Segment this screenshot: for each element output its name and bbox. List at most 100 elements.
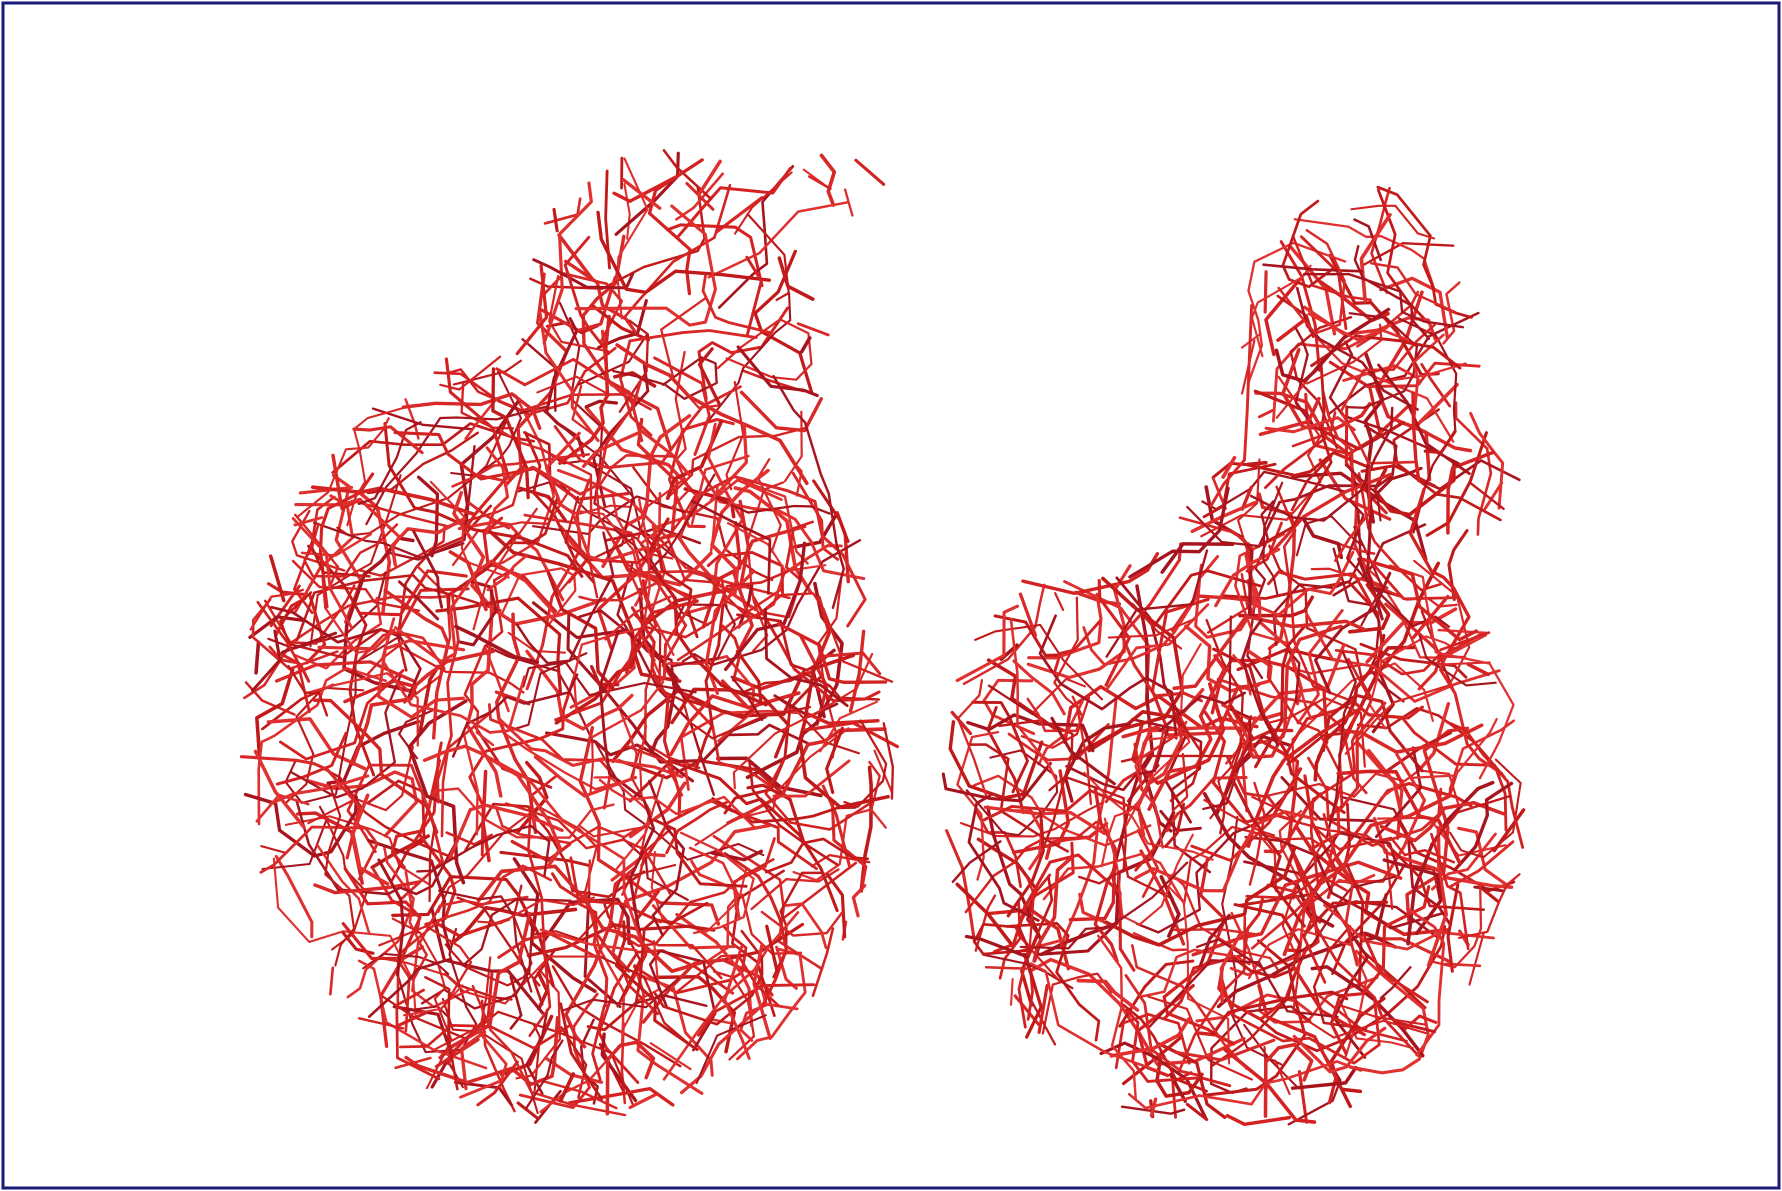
vessel-branch (697, 347, 722, 406)
vessel-branch (1009, 617, 1059, 784)
vessel-branch (1006, 810, 1045, 918)
vessel-branch (1125, 1008, 1232, 1088)
vessel-branch (1446, 883, 1460, 973)
vessel-branch (843, 719, 888, 808)
vessel-branch (1448, 719, 1516, 791)
vessel-branch (1408, 487, 1471, 664)
vessel-branch (1249, 406, 1394, 522)
vessel-branch (1367, 748, 1404, 820)
vessel-branch (653, 356, 711, 456)
vessel-branch (776, 622, 888, 685)
vessel-branch (648, 779, 686, 937)
vessel-branch (473, 724, 553, 789)
vessel-branch (440, 711, 492, 838)
vessel-branch (412, 530, 444, 609)
vessel-branch (595, 454, 677, 600)
vessel-branch (1318, 994, 1408, 1043)
vessel-branch (638, 725, 648, 802)
vessel-branch (648, 949, 717, 1052)
vessel-branch (358, 524, 446, 577)
vessel-branch (636, 994, 708, 1008)
vessel-branch (378, 925, 473, 1008)
vessel-branch (726, 727, 887, 825)
vessel-branch (390, 829, 424, 869)
vessel-branch (730, 675, 764, 722)
vessel-branch (552, 207, 559, 233)
vessel-branch (1295, 286, 1419, 411)
vessel-branch (395, 988, 441, 1081)
vessel-branch (1037, 983, 1049, 1034)
vessel-branch (1216, 931, 1398, 1009)
vessel-branch (1426, 826, 1448, 968)
vessel-branch (628, 759, 839, 913)
vessel-branch (665, 426, 809, 500)
vessel-branch (448, 550, 488, 612)
vessel-branch (526, 923, 716, 958)
vessel-branch (531, 601, 687, 701)
vessel-branch (1005, 922, 1101, 1042)
vessel-branch (307, 770, 419, 838)
vessel-branch (1276, 318, 1306, 342)
vessel-branch (1033, 677, 1087, 713)
vessel-branch (1370, 262, 1457, 314)
vessel-branch (1386, 843, 1486, 911)
vessel-branch (950, 710, 973, 736)
vessel-branch (586, 901, 709, 1032)
vessel-branch (1404, 1014, 1438, 1031)
vessel-branch (544, 431, 648, 564)
vessel-branch (726, 522, 827, 573)
vessel-branch (882, 722, 895, 800)
vessel-branch (481, 769, 491, 863)
vessel-branch (772, 374, 845, 610)
vessel-branch (1257, 408, 1274, 419)
vessel-branch (1332, 547, 1405, 703)
vessel-branch (1368, 635, 1459, 730)
vessel-branch (653, 929, 764, 1026)
vessel-branch (783, 902, 828, 950)
vessel-branch (1246, 460, 1268, 467)
vessel-branch (251, 629, 282, 693)
vessel-branch (976, 837, 1040, 1007)
vessel-branch (456, 580, 498, 647)
vessel-branch (591, 304, 651, 342)
vessel-branch (826, 873, 847, 939)
vessel-branch (748, 760, 839, 866)
vessel-branch (1190, 755, 1279, 862)
vessel-branch (1353, 244, 1431, 340)
vessel-branch (1439, 631, 1491, 652)
vessel-branch (1447, 529, 1469, 602)
vessel-branch (596, 210, 771, 295)
vessel-branch (799, 336, 812, 354)
vessel-branch (1131, 944, 1249, 1071)
vessel-branch (522, 660, 697, 697)
vessel-branch (1281, 199, 1337, 289)
vessel-branch (321, 810, 368, 951)
vessel-branch (1336, 769, 1462, 865)
vessel-branch (376, 639, 466, 719)
vessel-branch (459, 1029, 508, 1099)
vessel-branch (399, 1024, 572, 1050)
vessel-branch (1114, 1012, 1191, 1070)
vessel-branch (1258, 738, 1320, 953)
vessel-branch (1297, 1070, 1309, 1124)
vessel-branch (1229, 704, 1306, 928)
vessel-branch (1160, 542, 1235, 574)
vessel-branch (452, 487, 572, 567)
vessel-branch (254, 640, 261, 675)
vessel-branch (1329, 996, 1386, 1109)
vessel-branch (255, 667, 295, 756)
vessel-branch (1097, 578, 1131, 687)
vessel-branch (1274, 307, 1391, 383)
vessel-branch (1253, 389, 1406, 451)
vessel-branch (416, 824, 551, 877)
vessel-branch (1244, 835, 1447, 930)
vessel-branch (1336, 1003, 1427, 1026)
vessel-branch (558, 1072, 576, 1103)
vessel-branch (1109, 1017, 1191, 1058)
vessel-branch (464, 397, 498, 440)
vessel-branch (1453, 781, 1514, 872)
vessel-branch (1282, 768, 1459, 957)
vessel-branch (268, 554, 286, 603)
vessel-branch (1411, 391, 1421, 483)
vessel-branch (737, 955, 780, 1007)
